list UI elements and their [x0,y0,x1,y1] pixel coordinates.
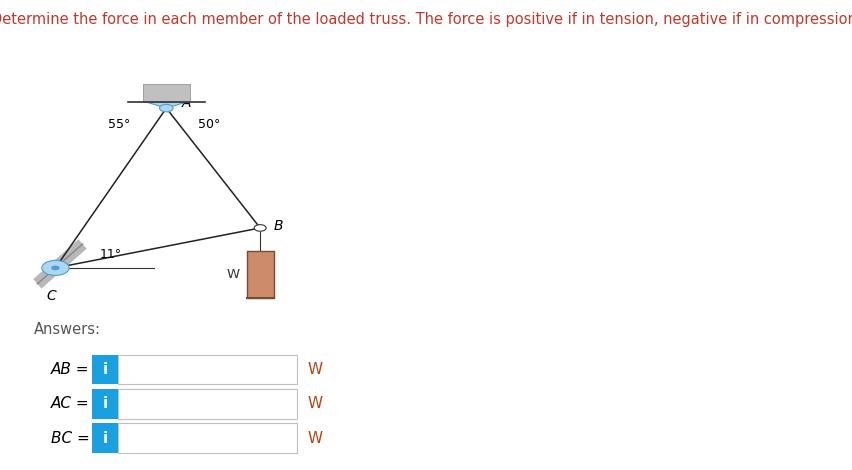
Circle shape [254,225,266,231]
Text: W: W [307,362,322,377]
FancyBboxPatch shape [118,355,296,384]
Text: Answers:: Answers: [34,322,101,337]
Text: AB =: AB = [51,362,89,377]
Text: 55°: 55° [108,118,130,131]
Text: i: i [102,397,107,411]
Text: i: i [102,362,107,377]
Bar [143,84,189,102]
FancyBboxPatch shape [118,389,296,419]
Bar [246,251,273,298]
FancyBboxPatch shape [92,423,118,453]
Circle shape [51,266,60,270]
FancyBboxPatch shape [92,389,118,419]
FancyBboxPatch shape [118,423,296,453]
Text: 11°: 11° [100,248,122,261]
Polygon shape [147,102,185,108]
Circle shape [159,104,173,112]
Text: W: W [307,431,322,446]
Text: 50°: 50° [198,118,220,131]
Text: A: A [181,96,191,110]
Text: BC =: BC = [51,431,89,446]
Text: i: i [102,431,107,446]
Text: W: W [307,397,322,411]
Text: Determine the force in each member of the loaded truss. The force is positive if: Determine the force in each member of th… [0,12,852,27]
Circle shape [42,260,69,275]
FancyBboxPatch shape [92,355,118,384]
Text: B: B [273,219,283,233]
Text: AC =: AC = [51,397,89,411]
Text: C: C [46,289,56,303]
Text: W: W [227,268,239,282]
